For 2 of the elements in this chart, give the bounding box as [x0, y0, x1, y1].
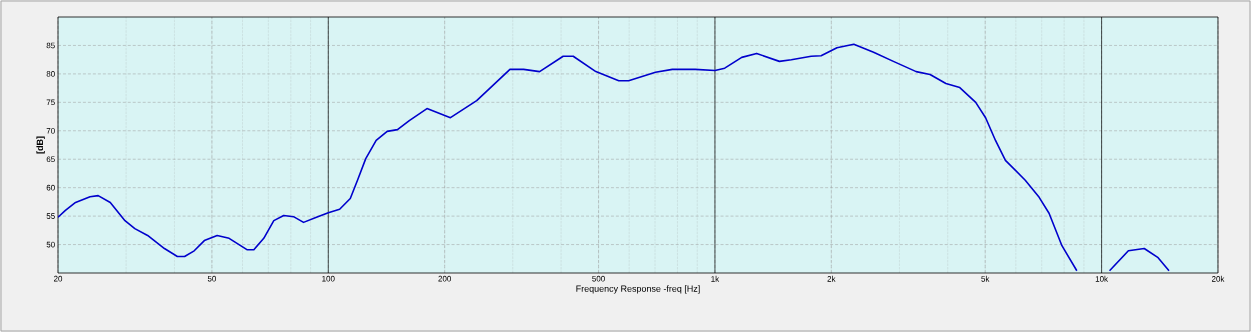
- y-axis-title: [dB]: [36, 136, 45, 154]
- x-axis-title: Frequency Response -freq [Hz]: [576, 285, 700, 294]
